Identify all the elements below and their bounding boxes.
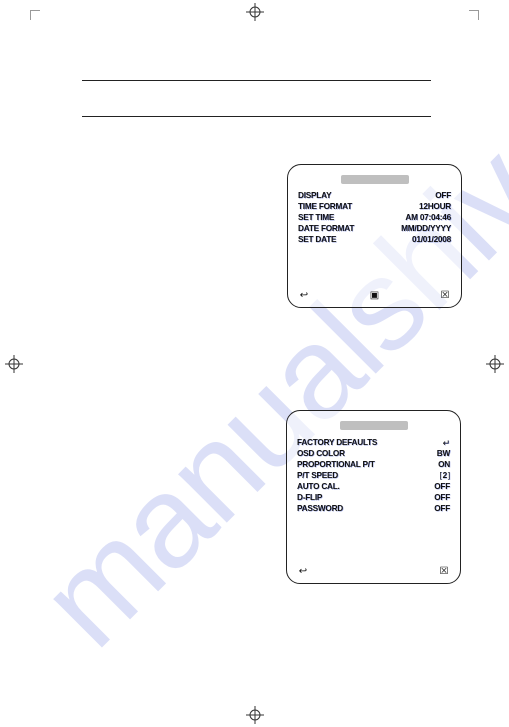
back-icon: ↩ — [297, 566, 309, 577]
menu-row: DISPLAY OFF — [298, 190, 451, 201]
menu-label: SET DATE — [298, 234, 336, 245]
crop-mark-top-right — [469, 10, 479, 20]
menu-label: P/T SPEED — [297, 470, 338, 481]
divider — [82, 116, 431, 117]
panel-footer: ↩ ▣ ☒ — [298, 290, 451, 301]
divider — [82, 80, 431, 81]
back-icon: ↩ — [298, 290, 310, 301]
registration-mark-icon — [5, 355, 23, 373]
panel-footer: ↩ ☒ — [297, 566, 450, 577]
menu-label: DATE FORMAT — [298, 223, 354, 234]
menu-row: PASSWORD OFF — [297, 503, 450, 514]
save-icon: ▣ — [369, 290, 381, 301]
panel-title-bar — [341, 175, 409, 184]
enter-icon — [443, 437, 450, 449]
menu-label: DISPLAY — [298, 190, 331, 201]
menu-label: AUTO CAL. — [297, 481, 340, 492]
crop-mark-top-left — [30, 10, 40, 20]
menu-row: TIME FORMAT 12HOUR — [298, 201, 451, 212]
menu-label: PROPORTIONAL P/T — [297, 459, 375, 470]
menu-value: 2 — [439, 470, 450, 481]
menu-value: 12HOUR — [419, 201, 451, 212]
osd-panel-datetime: DISPLAY OFF TIME FORMAT 12HOUR SET TIME AM … — [287, 164, 462, 308]
osd-panel-system: FACTORY DEFAULTS OSD COLOR BW PROPORTIONA… — [286, 410, 461, 584]
menu-value: OFF — [434, 481, 450, 492]
menu-value: AM 07:04:46 — [405, 212, 451, 223]
registration-mark-icon — [246, 3, 264, 21]
menu-label: PASSWORD — [297, 503, 343, 514]
menu-value: ON — [438, 459, 450, 470]
registration-mark-icon — [246, 706, 264, 724]
menu-label: FACTORY DEFAULTS — [297, 437, 377, 448]
menu-row: PROPORTIONAL P/T ON — [297, 459, 450, 470]
menu-value: OFF — [435, 190, 451, 201]
menu-row: SET TIME AM 07:04:46 — [298, 212, 451, 223]
menu-row: P/T SPEED 2 — [297, 470, 450, 481]
menu-value: BW — [437, 448, 450, 459]
menu-row: AUTO CAL. OFF — [297, 481, 450, 492]
menu-row: OSD COLOR BW — [297, 448, 450, 459]
menu-row: D-FLIP OFF — [297, 492, 450, 503]
menu-row: FACTORY DEFAULTS — [297, 436, 450, 448]
registration-mark-icon — [486, 355, 504, 373]
panel-title-bar — [340, 421, 408, 430]
menu-value: MM/DD/YYYY — [401, 223, 451, 234]
menu-label: TIME FORMAT — [298, 201, 352, 212]
menu-icon: ☒ — [439, 290, 451, 301]
menu-icon: ☒ — [438, 566, 450, 577]
menu-row: SET DATE 01/01/2008 — [298, 234, 451, 245]
menu-value: OFF — [434, 503, 450, 514]
menu-value: 01/01/2008 — [412, 234, 451, 245]
menu-row: DATE FORMAT MM/DD/YYYY — [298, 223, 451, 234]
menu-label: SET TIME — [298, 212, 334, 223]
menu-label: D-FLIP — [297, 492, 322, 503]
menu-label: OSD COLOR — [297, 448, 345, 459]
menu-value: OFF — [434, 492, 450, 503]
